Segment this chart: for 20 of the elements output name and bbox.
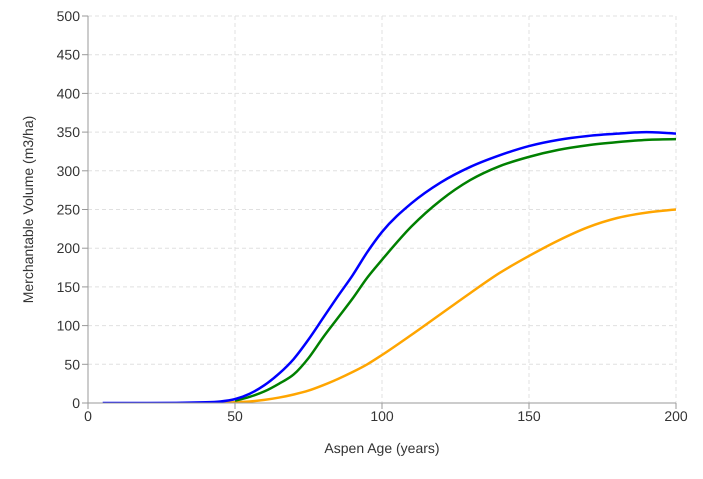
x-axis-title: Aspen Age (years) (324, 440, 440, 456)
y-tick-label: 0 (72, 394, 80, 411)
x-tick-label: 100 (370, 408, 394, 424)
y-tick-label: 150 (56, 278, 80, 295)
y-tick-label: 100 (56, 318, 80, 334)
x-tick-label: 0 (84, 408, 92, 424)
line-series (101, 130, 676, 403)
y-tick-label: 300 (56, 162, 80, 179)
x-tick-label: 150 (517, 408, 541, 424)
x-tick-label: 200 (664, 408, 688, 424)
y-tick-label: 400 (56, 85, 80, 102)
y-tick-label: 50 (64, 356, 80, 372)
line-series (234, 138, 676, 402)
x-tick-label: 50 (227, 408, 243, 424)
y-tick-label: 500 (56, 8, 80, 24)
y-tick-label: 450 (56, 46, 80, 63)
y-tick-label: 200 (56, 240, 80, 256)
y-axis-title: Merchantable Volume (m3/ha) (20, 116, 36, 304)
y-tick-label: 250 (56, 201, 80, 218)
y-tick-label: 350 (56, 124, 80, 140)
